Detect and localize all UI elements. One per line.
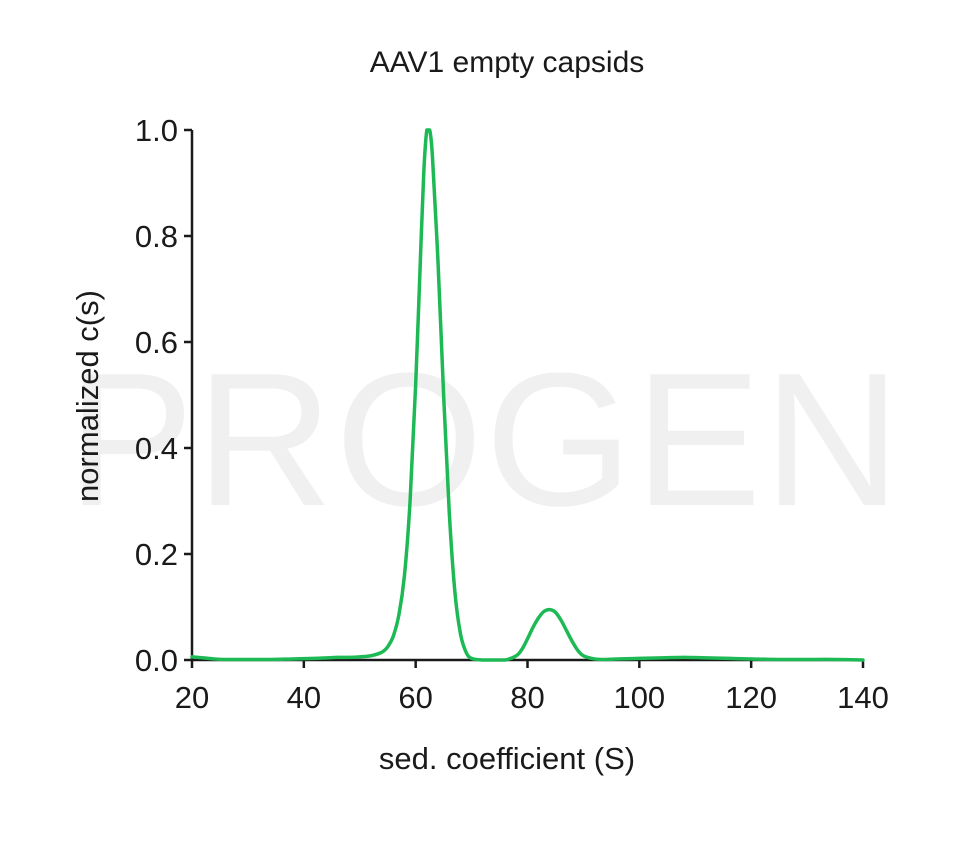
x-axis-ticks: 20 40 60 80 100 120 140 (175, 660, 889, 715)
y-tick-label: 0.0 (135, 643, 178, 678)
y-axis-title: normalized c(s) (70, 290, 105, 502)
x-axis-title: sed. coefficient (S) (379, 741, 635, 776)
y-tick-label: 0.2 (135, 537, 178, 572)
x-tick-label: 120 (725, 680, 777, 715)
x-tick-label: 140 (837, 680, 889, 715)
y-tick-label: 1.0 (135, 113, 178, 148)
y-tick-label: 0.4 (135, 431, 178, 466)
series-line (190, 128, 865, 662)
y-axis-ticks: 0.0 0.2 0.4 0.6 0.8 1.0 (135, 113, 192, 678)
y-tick-label: 0.6 (135, 325, 178, 360)
x-tick-label: 20 (175, 680, 209, 715)
x-tick-label: 40 (287, 680, 321, 715)
x-tick-label: 80 (510, 680, 544, 715)
x-tick-label: 100 (613, 680, 665, 715)
watermark-text: PROGEN (67, 334, 902, 546)
series-layer (190, 128, 865, 662)
chart-title: AAV1 empty capsids (370, 46, 645, 79)
y-tick-label: 0.8 (135, 219, 178, 254)
x-tick-label: 60 (398, 680, 432, 715)
